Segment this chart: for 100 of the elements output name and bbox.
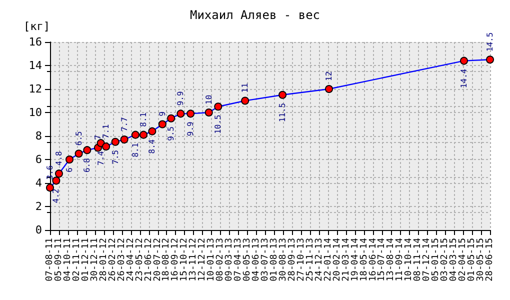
point	[278, 90, 287, 99]
point	[96, 139, 105, 148]
x-tick-label: 05-01-15	[431, 238, 442, 282]
point	[66, 156, 74, 164]
x-tick-label: 10-10-14	[404, 238, 414, 282]
y-tick-label: 8	[35, 130, 42, 142]
y-tick-label: 6	[35, 153, 42, 166]
data-label: 14.5	[486, 32, 494, 52]
data-label: 11	[240, 82, 250, 93]
x-tick-label: 21-06-12	[144, 238, 154, 282]
data-label: 7	[93, 134, 102, 140]
data-label: 9.5	[166, 126, 176, 141]
x-tick-label: 12-12-12	[198, 238, 208, 282]
data-label: 9.9	[186, 121, 196, 136]
y-tick-label: 2	[35, 200, 42, 213]
point	[148, 127, 156, 136]
point	[460, 56, 468, 65]
x-tick-label: 20-07-12	[152, 238, 163, 282]
data-label: 10.5	[214, 114, 223, 134]
point	[214, 102, 222, 111]
point	[111, 138, 120, 146]
data-label: 3.6	[46, 165, 54, 180]
data-label: 6.8	[82, 158, 92, 173]
point	[102, 142, 110, 151]
data-label: 7.1	[102, 124, 111, 139]
data-label: 6.5	[74, 130, 84, 146]
data-label: 7.5	[110, 150, 120, 164]
x-tick-label: 08-11-14	[413, 238, 424, 282]
x-tick-label: 07-04-13	[234, 238, 244, 282]
x-tick-label: 10-01-13	[206, 238, 217, 282]
data-label: 11.5	[278, 102, 288, 122]
point	[486, 56, 494, 64]
x-tick-label: 01-05-15	[467, 238, 478, 282]
point	[120, 136, 128, 144]
point	[204, 108, 213, 116]
x-tick-label: 09-03-13	[224, 238, 235, 282]
y-axis-title: [кг]	[24, 20, 50, 33]
data-label: 12	[324, 71, 334, 81]
data-label: 4.8	[54, 150, 64, 166]
x-tick-label: 04-03-15	[449, 238, 460, 282]
data-label: 7.4	[96, 150, 106, 166]
y-tick-label: 10	[28, 106, 42, 119]
x-tick-label: 15-10-12	[180, 238, 190, 282]
data-label: 8.4	[148, 139, 157, 154]
chart-title: Михаил Аляев - вес	[190, 8, 320, 22]
x-tick-label: 08-02-13	[216, 238, 226, 282]
x-tick-label: 05-09-11	[54, 238, 64, 282]
x-tick-label: 23-05-12	[134, 238, 145, 282]
point	[131, 130, 140, 139]
point	[158, 120, 166, 128]
data-label: 4.2	[52, 188, 61, 204]
x-tick-label: 24-12-13	[314, 238, 324, 282]
data-label: 9.9	[176, 91, 186, 106]
x-tick-label: 16-06-14	[368, 238, 378, 282]
x-tick-label: 02-11-11	[72, 238, 82, 282]
x-tick-label: 13-11-12	[188, 238, 199, 282]
data-label: 6	[65, 167, 74, 172]
data-label: 8.1	[139, 112, 148, 127]
point	[241, 96, 250, 105]
x-tick-label: 02-04-15	[458, 238, 468, 282]
x-tick-label: 30-12-11	[90, 238, 100, 282]
x-tick-label: 28-01-12	[98, 238, 109, 282]
x-tick-label: 07-08-11	[45, 238, 55, 282]
y-tick-label: 12	[28, 82, 42, 96]
x-tick-label: 30-08-13	[278, 238, 288, 282]
x-tick-label: 27-10-13	[296, 238, 306, 282]
point	[140, 130, 148, 139]
x-tick-label: 03-02-15	[440, 238, 450, 282]
point	[324, 85, 333, 93]
data-label: 7.7	[120, 116, 129, 132]
x-tick-label: 07-12-14	[422, 238, 432, 282]
data-label: 9	[158, 111, 167, 116]
point	[176, 110, 185, 118]
x-tick-label: 21-03-14	[341, 238, 352, 282]
y-tick-label: 4	[35, 176, 42, 190]
point	[167, 114, 176, 122]
x-tick-label: 06-05-13	[242, 238, 253, 282]
x-tick-label: 22-01-14	[323, 238, 334, 282]
x-tick-label: 18-05-14	[359, 238, 370, 282]
data-label: 10	[204, 94, 214, 104]
y-tick-label: 0	[35, 224, 42, 236]
data-label: 8.1	[130, 142, 140, 158]
x-tick-label: 18-08-12	[162, 238, 172, 282]
point	[83, 146, 92, 154]
x-tick-label: 15-07-14	[377, 238, 388, 282]
data-label: 14.4	[459, 68, 468, 88]
y-tick-label: 14	[28, 59, 42, 72]
point	[74, 150, 83, 158]
x-tick-label: 04-06-13	[252, 238, 262, 282]
x-tick-label: 24-04-12	[126, 238, 136, 282]
x-tick-label: 19-04-14	[350, 238, 360, 282]
point	[46, 184, 54, 192]
point	[186, 110, 195, 118]
point	[52, 176, 60, 185]
x-tick-label: 03-07-13	[260, 238, 271, 282]
x-tick-label: 20-02-14	[332, 238, 342, 282]
y-tick-label: 16	[28, 36, 42, 48]
x-tick-label: 28-06-15	[485, 238, 495, 282]
x-tick-label: 01-08-13	[269, 238, 280, 282]
x-tick-label: 04-10-11	[62, 238, 73, 282]
